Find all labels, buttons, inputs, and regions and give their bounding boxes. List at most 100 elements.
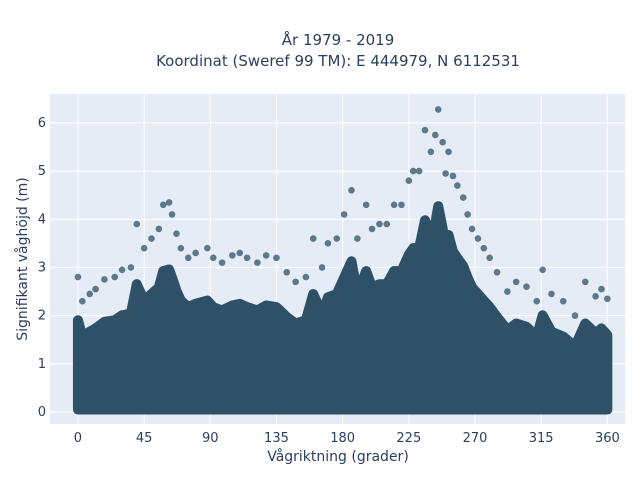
data-point xyxy=(512,278,520,286)
y-tick-labels: 0 1 2 3 4 5 6 xyxy=(38,116,46,420)
data-point xyxy=(434,106,442,113)
data-point xyxy=(486,254,494,262)
data-point xyxy=(398,201,405,209)
data-point xyxy=(464,211,471,218)
data-point xyxy=(539,266,546,274)
data-point xyxy=(79,297,86,305)
data-point xyxy=(111,273,119,281)
x-axis-title: Vågriktning (grader) xyxy=(267,448,409,465)
chart-title: År 1979 - 2019 xyxy=(282,30,395,49)
x-tick-label: 270 xyxy=(463,431,488,446)
y-tick-label: 3 xyxy=(38,260,46,275)
x-tick-label: 0 xyxy=(74,431,82,446)
data-point xyxy=(445,148,452,156)
data-point xyxy=(474,235,482,242)
data-point xyxy=(204,244,211,252)
data-point xyxy=(243,254,251,262)
data-point xyxy=(439,138,446,146)
data-point xyxy=(318,264,326,271)
data-point xyxy=(368,225,376,233)
data-point xyxy=(405,177,413,185)
dense-point-area xyxy=(72,201,613,415)
data-point xyxy=(273,254,280,262)
x-tick-label: 315 xyxy=(529,431,554,446)
data-point xyxy=(140,244,148,252)
data-point xyxy=(118,266,126,274)
data-point xyxy=(493,268,501,276)
data-point xyxy=(168,211,176,218)
x-tick-label: 225 xyxy=(396,431,421,446)
x-tick-label: 90 xyxy=(202,431,219,446)
x-tick-label: 180 xyxy=(330,431,355,446)
data-point xyxy=(209,254,217,262)
data-point xyxy=(229,252,236,259)
data-point xyxy=(454,182,461,189)
data-point xyxy=(504,288,511,295)
y-tick-label: 0 xyxy=(38,405,46,420)
data-points xyxy=(74,106,611,319)
data-point xyxy=(177,244,185,252)
data-point xyxy=(383,220,391,228)
data-point xyxy=(571,312,579,319)
data-point xyxy=(218,259,226,266)
data-point xyxy=(581,278,589,286)
data-point xyxy=(523,283,530,291)
data-point xyxy=(333,235,341,242)
data-point xyxy=(415,167,423,175)
data-point xyxy=(559,297,567,305)
data-point xyxy=(292,278,299,286)
data-point xyxy=(74,273,82,281)
data-point xyxy=(262,252,270,259)
data-point xyxy=(155,225,163,233)
data-point xyxy=(302,273,310,281)
data-point xyxy=(468,225,476,233)
data-point xyxy=(324,240,332,247)
dense-point-band xyxy=(72,201,613,415)
data-point xyxy=(92,285,99,293)
data-point xyxy=(362,201,370,209)
x-tick-label: 135 xyxy=(264,431,289,446)
data-point xyxy=(604,295,611,303)
x-tick-label: 45 xyxy=(136,431,153,446)
data-point xyxy=(283,268,291,276)
data-point xyxy=(101,276,108,283)
data-point xyxy=(236,249,244,257)
data-point xyxy=(165,199,173,206)
data-point xyxy=(309,235,317,242)
data-point xyxy=(184,254,192,262)
data-point xyxy=(348,187,355,194)
data-point xyxy=(127,264,135,271)
chart-subtitle: Koordinat (Sweref 99 TM): E 444979, N 61… xyxy=(156,52,520,70)
data-point xyxy=(340,211,348,218)
data-point xyxy=(192,249,199,257)
data-point xyxy=(86,290,94,298)
data-point xyxy=(421,126,429,134)
data-point xyxy=(442,170,449,177)
data-point xyxy=(598,285,605,293)
data-point xyxy=(354,235,361,242)
data-point xyxy=(431,131,439,139)
data-point xyxy=(159,201,167,209)
data-point xyxy=(427,148,435,156)
y-tick-label: 1 xyxy=(38,357,46,372)
y-tick-label: 5 xyxy=(38,164,46,179)
data-point xyxy=(459,194,467,201)
y-tick-label: 2 xyxy=(38,309,46,324)
x-tick-labels: 0 45 90 135 180 225 270 315 360 xyxy=(74,431,620,446)
y-tick-label: 4 xyxy=(38,212,46,227)
data-point xyxy=(390,201,398,209)
data-point xyxy=(173,230,180,238)
y-axis-title: Signifikant våghöjd (m) xyxy=(14,177,31,340)
x-tick-label: 360 xyxy=(595,431,620,446)
data-point xyxy=(254,259,261,266)
data-point xyxy=(148,235,155,242)
y-tick-label: 6 xyxy=(38,116,46,131)
data-point xyxy=(533,297,541,305)
data-point xyxy=(480,244,488,252)
data-point xyxy=(548,290,555,298)
data-point xyxy=(592,293,599,300)
data-point xyxy=(409,167,417,175)
data-point xyxy=(133,220,141,228)
